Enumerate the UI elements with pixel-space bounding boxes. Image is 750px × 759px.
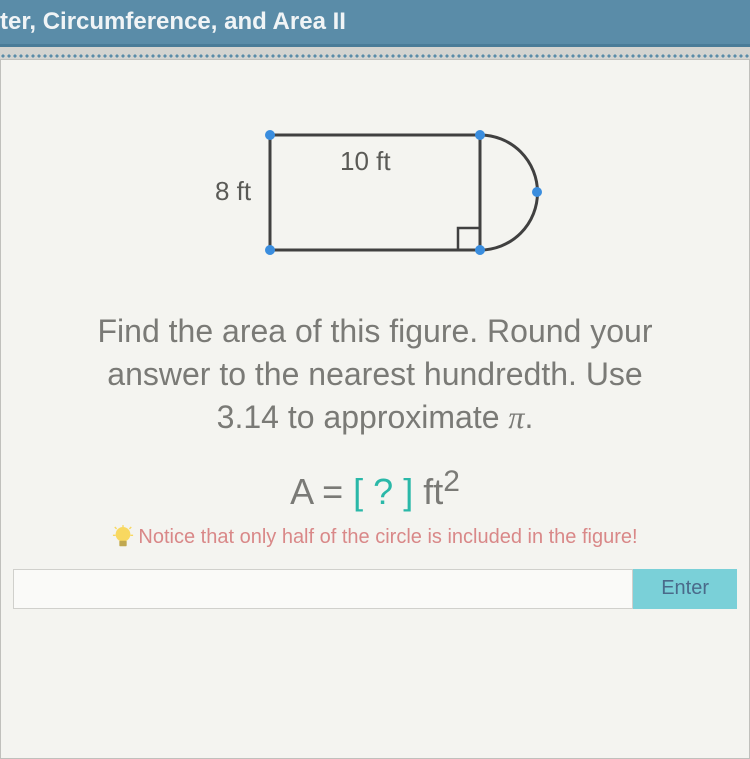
geometry-figure: 8 ft 10 ft — [1, 115, 749, 275]
vertex-dot — [475, 245, 485, 255]
area-formula: A = [ ? ] ft2 — [1, 465, 749, 513]
question-line3-pre: 3.14 to approximate — [217, 399, 509, 435]
formula-unit: ft — [413, 471, 443, 512]
dim-top-label: 10 ft — [340, 146, 391, 176]
vertex-dot — [265, 130, 275, 140]
pi-symbol: π — [508, 399, 524, 435]
composite-shape-svg: 8 ft 10 ft — [155, 115, 595, 275]
vertex-dot — [265, 245, 275, 255]
hint-row: Notice that only half of the circle is i… — [1, 525, 749, 551]
bracket-close: ] — [393, 471, 413, 512]
bracket-open: [ — [353, 471, 373, 512]
lesson-header: ter, Circumference, and Area II — [0, 0, 750, 47]
question-line1: Find the area of this figure. Round your — [98, 313, 653, 349]
enter-button[interactable]: Enter — [633, 569, 737, 609]
question-text: Find the area of this figure. Round your… — [1, 310, 749, 440]
hint-text: Notice that only half of the circle is i… — [138, 526, 637, 549]
question-line2: answer to the nearest hundredth. Use — [107, 356, 642, 392]
formula-lhs: A = — [290, 471, 353, 512]
answer-placeholder: ? — [373, 471, 393, 512]
dim-left-label: 8 ft — [215, 176, 252, 206]
lesson-title: ter, Circumference, and Area II — [0, 8, 346, 35]
semicircle-shape — [480, 135, 538, 250]
vertex-dot — [475, 130, 485, 140]
answer-input[interactable] — [13, 569, 633, 609]
answer-row: Enter — [1, 569, 749, 609]
formula-exponent: 2 — [443, 465, 460, 498]
lightbulb-icon — [112, 525, 134, 551]
question-period: . — [524, 399, 533, 435]
problem-content: 8 ft 10 ft Find the area of this figure.… — [0, 59, 750, 759]
vertex-dot — [532, 187, 542, 197]
